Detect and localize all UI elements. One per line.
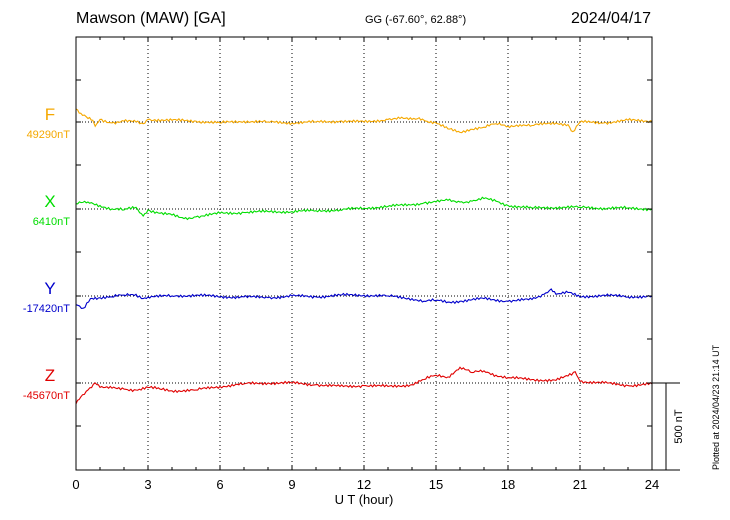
baseline-value-x: 6410nT (33, 216, 71, 228)
x-tick-label: 0 (72, 477, 79, 492)
x-tick-label: 18 (501, 477, 515, 492)
x-tick-label: 3 (144, 477, 151, 492)
baseline-value-f: 49290nT (27, 129, 71, 141)
x-tick-label: 12 (357, 477, 371, 492)
baseline-value-z: -45670nT (23, 390, 70, 402)
series-line-f (75, 108, 653, 134)
series-line-z (75, 366, 653, 405)
x-tick-label: 15 (429, 477, 443, 492)
x-tick-label: 21 (573, 477, 587, 492)
date-label: 2024/04/17 (571, 10, 652, 27)
x-tick-label: 9 (288, 477, 295, 492)
baseline-value-y: -17420nT (23, 303, 70, 315)
series-name-y: Y (44, 279, 55, 298)
scale-bar-label: 500 nT (673, 409, 685, 444)
x-tick-label: 24 (645, 477, 659, 492)
series-name-x: X (44, 192, 55, 211)
series-line-x (76, 196, 653, 221)
x-axis-label: U T (hour) (335, 492, 394, 507)
series-name-f: F (45, 105, 55, 124)
series-line-y (75, 288, 653, 309)
station-title: Mawson (MAW) [GA] (76, 10, 226, 27)
coordinates-label: GG (-67.60°, 62.88°) (365, 14, 467, 26)
x-tick-label: 6 (216, 477, 223, 492)
series-name-z: Z (45, 366, 55, 385)
